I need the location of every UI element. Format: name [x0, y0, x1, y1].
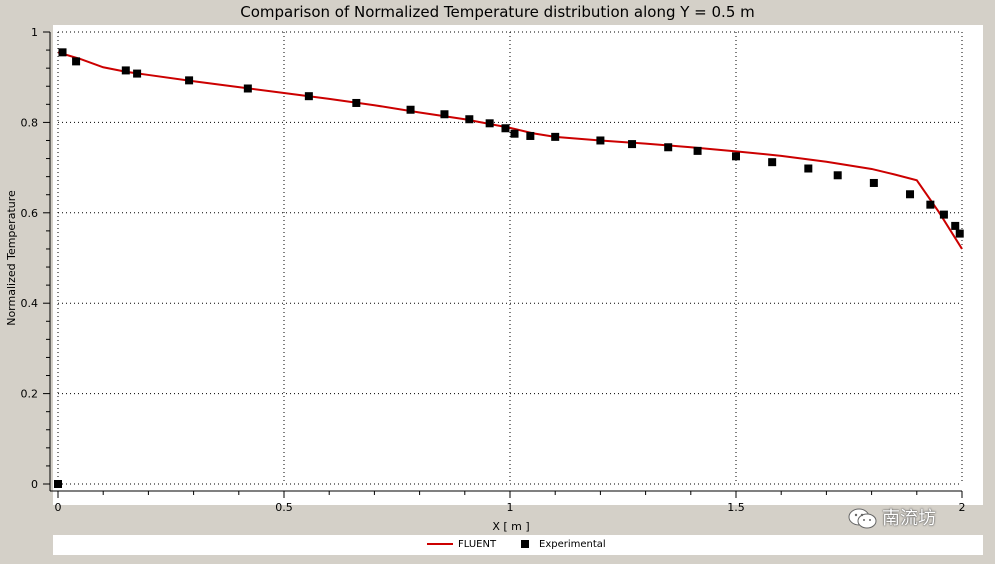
- experimental-point: [596, 136, 605, 145]
- experimental-point: [54, 480, 62, 488]
- legend-item-experimental: Experimental: [521, 539, 606, 551]
- x-axis-label: X [ m ]: [492, 520, 529, 533]
- experimental-point: [352, 98, 361, 107]
- experimental-point: [510, 129, 519, 138]
- watermark-text: 南流坊: [882, 508, 936, 529]
- experimental-series: [54, 48, 964, 488]
- x-tick-label: 1: [507, 501, 514, 514]
- fluent-series: [57, 51, 963, 250]
- experimental-point: [501, 124, 510, 133]
- experimental-point: [906, 190, 915, 199]
- experimental-point: [133, 69, 142, 78]
- y-tick-label: 0.4: [21, 297, 39, 310]
- legend-square-swatch: [521, 540, 529, 548]
- y-tick-label: 0.2: [21, 388, 39, 401]
- experimental-point: [58, 48, 67, 57]
- x-tick-label: 1.5: [727, 501, 745, 514]
- experimental-point: [304, 92, 313, 101]
- legend-line-swatch: [427, 543, 453, 545]
- y-tick-label: 0.6: [21, 207, 39, 220]
- experimental-point: [955, 229, 964, 238]
- experimental-point: [926, 200, 935, 209]
- experimental-point: [440, 110, 449, 119]
- chart-title: Comparison of Normalized Temperature dis…: [240, 3, 755, 21]
- experimental-point: [664, 143, 673, 152]
- experimental-point: [185, 76, 194, 85]
- experimental-point: [485, 119, 494, 128]
- experimental-point: [869, 178, 878, 187]
- experimental-point: [628, 140, 637, 149]
- legend: FLUENT Experimental: [53, 535, 983, 555]
- legend-label-experimental: Experimental: [539, 539, 606, 550]
- experimental-point: [804, 164, 813, 173]
- experimental-point: [951, 221, 960, 230]
- experimental-point: [121, 66, 130, 75]
- y-tick-label: 0.8: [21, 116, 39, 129]
- experimental-point: [526, 131, 535, 140]
- watermark: 南流坊: [848, 505, 936, 533]
- x-tick-label: 0.5: [275, 501, 293, 514]
- experimental-point: [243, 84, 252, 93]
- fluent-series-line: [57, 51, 963, 250]
- experimental-point: [768, 158, 777, 167]
- experimental-point: [732, 152, 740, 161]
- experimental-point: [465, 115, 474, 124]
- y-tick-label: 1: [31, 26, 38, 39]
- x-tick-label: 0: [55, 501, 62, 514]
- experimental-point: [693, 146, 702, 155]
- y-tick-label: 0: [31, 478, 38, 491]
- experimental-point: [833, 171, 842, 180]
- x-tick-label: 2: [959, 501, 966, 514]
- plot-area: 0 0.5 1 1.5 2 0 0.2 0.4 0.6 0.8 1 X [ m ] Normaliz…: [5, 25, 983, 533]
- axes: 0 0.5 1 1.5 2 0 0.2 0.4 0.6 0.8 1: [21, 26, 966, 514]
- experimental-point: [551, 132, 560, 141]
- plot-background: [53, 25, 983, 505]
- grid-lines: [57, 31, 963, 485]
- experimental-point: [406, 105, 415, 114]
- legend-label-fluent: FLUENT: [458, 539, 497, 550]
- legend-item-fluent: FLUENT: [427, 539, 496, 551]
- y-axis-label: Normalized Temperature: [5, 190, 18, 326]
- experimental-point: [72, 57, 81, 66]
- wechat-icon: [848, 508, 877, 529]
- experimental-point: [939, 210, 948, 219]
